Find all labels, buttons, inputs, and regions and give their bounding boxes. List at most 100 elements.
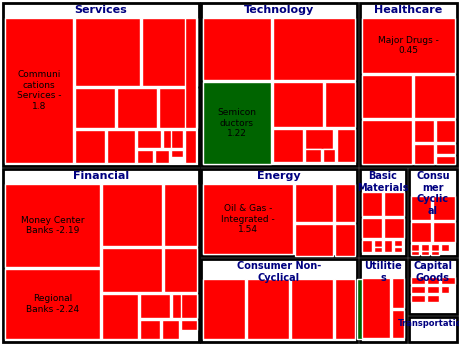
Bar <box>383 240 391 252</box>
Bar <box>408 317 456 342</box>
Bar <box>359 169 405 256</box>
Bar <box>272 18 354 80</box>
Bar <box>140 294 170 318</box>
Bar <box>359 259 405 342</box>
Bar <box>361 18 454 73</box>
Bar <box>435 144 454 154</box>
Bar <box>137 150 153 163</box>
Bar <box>246 279 288 339</box>
Bar <box>393 240 401 246</box>
Text: Semicon
ductors
1.22: Semicon ductors 1.22 <box>217 108 256 138</box>
Bar <box>102 294 138 339</box>
Bar <box>162 320 179 339</box>
Bar <box>361 120 411 164</box>
Bar <box>185 130 196 163</box>
Bar <box>356 279 362 339</box>
Bar <box>325 82 354 127</box>
Bar <box>410 286 424 293</box>
Bar <box>202 18 270 80</box>
Bar <box>75 88 115 128</box>
Text: Healthcare: Healthcare <box>374 5 442 15</box>
Bar <box>137 130 161 148</box>
Bar <box>201 259 356 342</box>
Bar <box>426 277 438 284</box>
Text: Utilitie
s: Utilitie s <box>364 261 401 283</box>
Bar <box>361 278 389 338</box>
Bar <box>383 218 403 238</box>
Bar <box>140 320 160 339</box>
Text: Transportation: Transportation <box>397 319 459 328</box>
Bar <box>440 286 448 293</box>
Text: Consu
mer
Cyclic
al: Consu mer Cyclic al <box>415 171 449 216</box>
Bar <box>107 130 134 163</box>
Bar <box>426 286 438 293</box>
Bar <box>435 120 454 142</box>
Bar <box>410 277 424 284</box>
Bar <box>202 279 245 339</box>
Bar <box>334 224 354 256</box>
Bar <box>391 310 403 338</box>
Bar <box>3 3 199 166</box>
Text: Technology: Technology <box>243 5 313 15</box>
Bar <box>410 251 418 255</box>
Bar <box>383 192 403 216</box>
Bar <box>413 120 433 142</box>
Bar <box>272 82 322 127</box>
Bar <box>75 130 105 163</box>
Bar <box>202 184 292 254</box>
Bar <box>361 75 411 118</box>
Bar <box>164 248 196 292</box>
Bar <box>171 150 183 157</box>
Bar <box>361 192 381 216</box>
Text: Communi
cations
Services -
1.8: Communi cations Services - 1.8 <box>17 70 61 111</box>
Text: Energy: Energy <box>257 171 300 181</box>
Bar <box>410 196 430 220</box>
Bar <box>413 144 433 164</box>
Bar <box>272 129 302 162</box>
Bar <box>155 150 168 163</box>
Bar <box>159 88 196 128</box>
Bar <box>410 295 424 302</box>
Bar <box>5 269 100 339</box>
Bar <box>408 259 456 314</box>
Bar <box>373 240 381 247</box>
Bar <box>201 3 356 166</box>
Bar <box>180 320 196 330</box>
Bar <box>359 3 456 166</box>
Text: Major Drugs -
0.45: Major Drugs - 0.45 <box>377 36 438 55</box>
Bar <box>294 224 332 256</box>
Bar <box>322 149 334 162</box>
Bar <box>304 149 320 162</box>
Bar <box>3 169 199 342</box>
Text: Financial: Financial <box>73 171 129 181</box>
Bar <box>304 129 332 149</box>
Bar <box>291 279 332 339</box>
Bar <box>420 244 428 251</box>
Bar <box>172 294 196 318</box>
Bar <box>410 244 418 251</box>
Bar <box>102 184 162 246</box>
Bar <box>420 251 428 255</box>
Bar <box>164 184 196 246</box>
Text: Consumer Non-
Cyclical: Consumer Non- Cyclical <box>236 261 320 283</box>
Bar <box>435 156 454 164</box>
Bar <box>430 244 438 251</box>
Text: Oil & Gas -
Integrated -
1.54: Oil & Gas - Integrated - 1.54 <box>221 204 274 234</box>
Bar <box>440 244 448 251</box>
Bar <box>426 295 438 302</box>
Bar <box>185 18 196 128</box>
Text: Capital
Goods: Capital Goods <box>413 261 452 283</box>
Bar <box>440 277 454 284</box>
Bar <box>361 240 371 252</box>
Bar <box>142 18 196 86</box>
Bar <box>162 130 183 148</box>
Bar <box>432 222 454 242</box>
Bar <box>361 218 381 238</box>
Bar <box>75 18 140 86</box>
Bar <box>408 169 456 256</box>
Bar <box>201 169 356 256</box>
Text: Basic
Materials: Basic Materials <box>357 171 408 193</box>
Bar <box>202 82 270 164</box>
Bar <box>5 18 73 163</box>
Bar <box>180 294 196 318</box>
